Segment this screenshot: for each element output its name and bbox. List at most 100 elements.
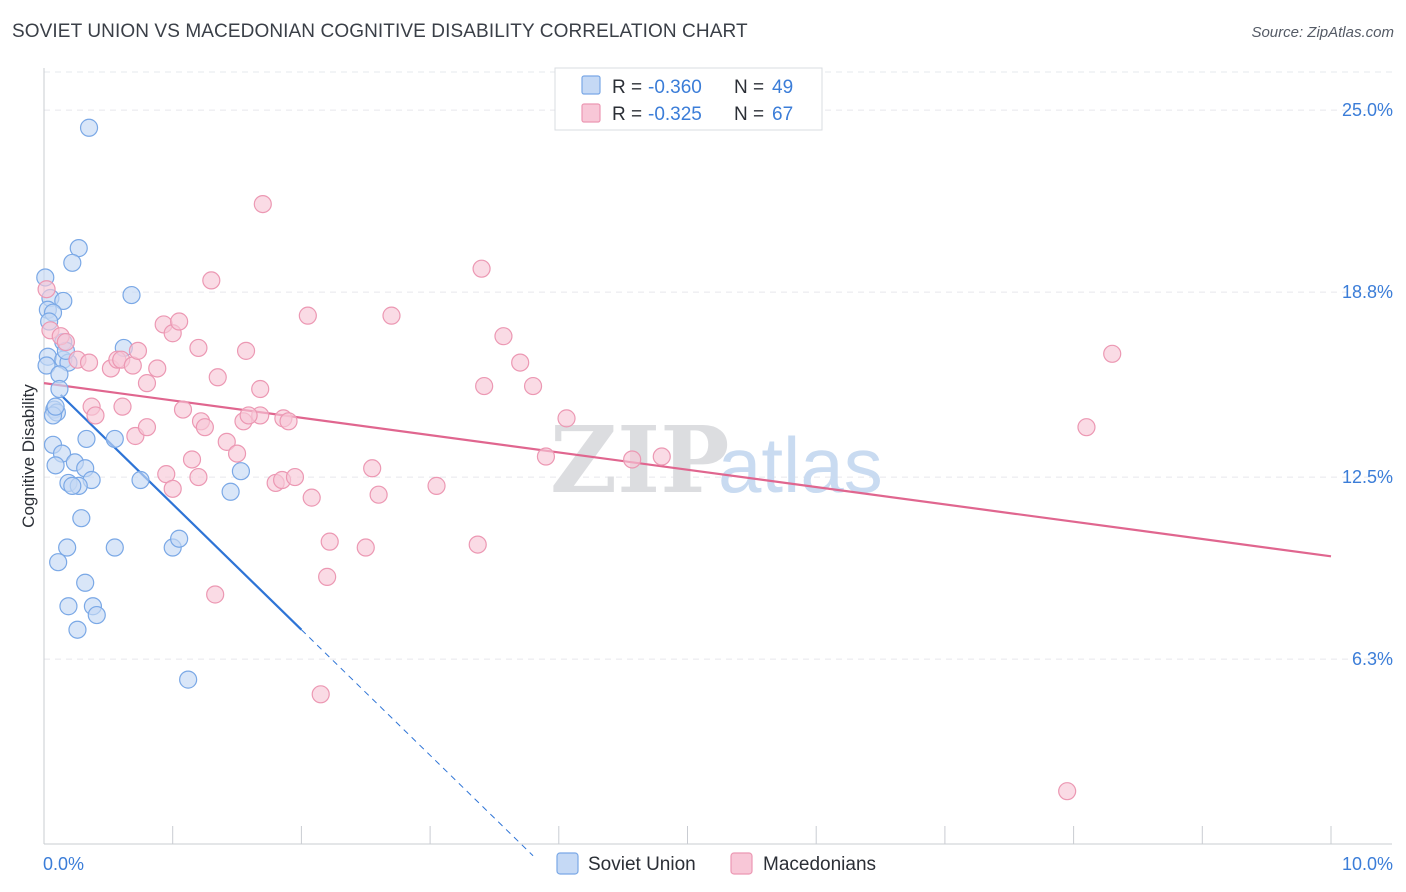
point-soviet-32 (231, 462, 251, 481)
point-macedonians-64 (1103, 344, 1122, 363)
point-macedonians-42 (195, 418, 214, 437)
y-tick-label-1: 12.5% (1342, 467, 1393, 487)
point-macedonians-67 (1058, 782, 1077, 801)
point-macedonians-54 (356, 538, 375, 557)
chart-title: SOVIET UNION VS MACEDONIAN COGNITIVE DIS… (12, 21, 748, 42)
point-macedonians-27 (494, 327, 513, 346)
point-soviet-34 (72, 509, 91, 528)
legend-r-label-1: R = (612, 77, 642, 98)
point-macedonians-30 (475, 376, 494, 396)
point-soviet-40 (76, 573, 95, 592)
legend-n-value-2: 67 (772, 104, 793, 125)
point-soviet-44 (68, 620, 87, 639)
x-tick-labels: 0.0% 10.0% (43, 854, 1393, 874)
point-soviet-43 (87, 605, 106, 625)
point-macedonians-56 (369, 485, 388, 504)
y-tick-labels: 6.3% 12.5% 18.8% 25.0% (1342, 100, 1393, 669)
point-soviet-31 (63, 476, 82, 495)
point-macedonians-24 (298, 306, 317, 325)
x-tick-label-1: 10.0% (1342, 854, 1393, 874)
point-macedonians-20 (251, 379, 270, 399)
y-tick-label-2: 18.8% (1342, 282, 1393, 302)
legend-r-label-2: R = (612, 104, 642, 125)
legend-n-label-1: N = (734, 77, 764, 98)
point-macedonians-52 (318, 567, 337, 586)
point-soviet-38 (170, 529, 189, 548)
series-legend: Soviet Union Macedonians (556, 852, 876, 875)
point-soviet-25 (46, 456, 65, 475)
point-macedonians-50 (285, 467, 305, 487)
point-macedonians-33 (113, 397, 132, 416)
point-macedonians-60 (557, 409, 576, 428)
trend-line-extension-soviet (301, 629, 534, 857)
point-macedonians-17 (202, 271, 221, 290)
point-soviet-36 (105, 538, 124, 557)
point-macedonians-15 (170, 312, 189, 331)
point-macedonians-65 (206, 585, 225, 604)
point-soviet-28 (131, 470, 150, 490)
point-soviet-16 (50, 379, 69, 399)
point-soviet-20 (77, 429, 96, 449)
point-macedonians-28 (511, 353, 530, 372)
axes (43, 68, 1392, 845)
point-macedonians-38 (173, 400, 193, 419)
point-macedonians-11 (137, 374, 157, 393)
point-macedonians-26 (472, 259, 491, 278)
point-soviet-13 (37, 356, 56, 375)
point-macedonians-3 (56, 332, 75, 352)
gridlines (44, 71, 1392, 660)
point-macedonians-55 (363, 459, 382, 478)
series-swatch-soviet (556, 852, 579, 875)
point-macedonians-32 (86, 406, 105, 425)
legend-n-value-1: 49 (772, 77, 793, 98)
point-soviet-41 (59, 597, 78, 616)
point-macedonians-16 (189, 338, 208, 358)
point-macedonians-58 (468, 535, 487, 554)
legend: R = -0.360 N = 49 R = -0.325 N = 67 (554, 67, 823, 131)
legend-r-value-1: -0.360 (648, 77, 702, 98)
point-soviet-33 (221, 482, 240, 501)
point-macedonians-51 (302, 488, 321, 507)
point-macedonians-59 (536, 447, 556, 466)
point-macedonians-53 (320, 532, 339, 551)
point-macedonians-5 (79, 353, 99, 372)
legend-swatch-soviet (581, 75, 601, 95)
point-macedonians-12 (148, 359, 167, 378)
point-macedonians-40 (189, 467, 208, 487)
watermark-atlas: atlas (718, 421, 883, 509)
point-macedonians-10 (128, 341, 148, 360)
point-macedonians-44 (227, 444, 247, 463)
legend-n-label-2: N = (734, 104, 764, 125)
point-macedonians-0 (37, 280, 56, 299)
y-tick-label-3: 25.0% (1342, 100, 1393, 120)
point-macedonians-61 (623, 450, 642, 469)
data-points (36, 118, 1122, 801)
point-soviet-35 (58, 538, 77, 557)
point-soviet-21 (105, 429, 124, 449)
chart-source: Source: ZipAtlas.com (1251, 24, 1394, 41)
point-soviet-0 (79, 118, 99, 137)
y-tick-label-0: 6.3% (1352, 649, 1393, 669)
point-soviet-5 (54, 291, 73, 311)
y-axis-label: Cognitive Disability (19, 384, 38, 528)
point-soviet-39 (49, 553, 68, 572)
point-macedonians-23 (253, 194, 272, 214)
point-soviet-45 (179, 670, 198, 689)
series-label-macedonians: Macedonians (763, 854, 876, 875)
series-swatch-macedonians (730, 852, 753, 875)
x-tick-label-0: 0.0% (43, 854, 84, 874)
point-macedonians-35 (137, 418, 157, 437)
point-macedonians-49 (279, 412, 298, 431)
point-macedonians-57 (427, 476, 446, 495)
point-macedonians-25 (382, 306, 401, 325)
point-macedonians-39 (182, 450, 202, 469)
point-macedonians-62 (652, 447, 671, 466)
point-macedonians-18 (208, 368, 227, 387)
point-macedonians-46 (239, 406, 258, 425)
point-macedonians-19 (236, 341, 256, 360)
point-macedonians-29 (523, 376, 543, 396)
point-macedonians-66 (311, 685, 330, 704)
point-soviet-7 (122, 285, 141, 305)
legend-r-value-2: -0.325 (648, 104, 702, 125)
